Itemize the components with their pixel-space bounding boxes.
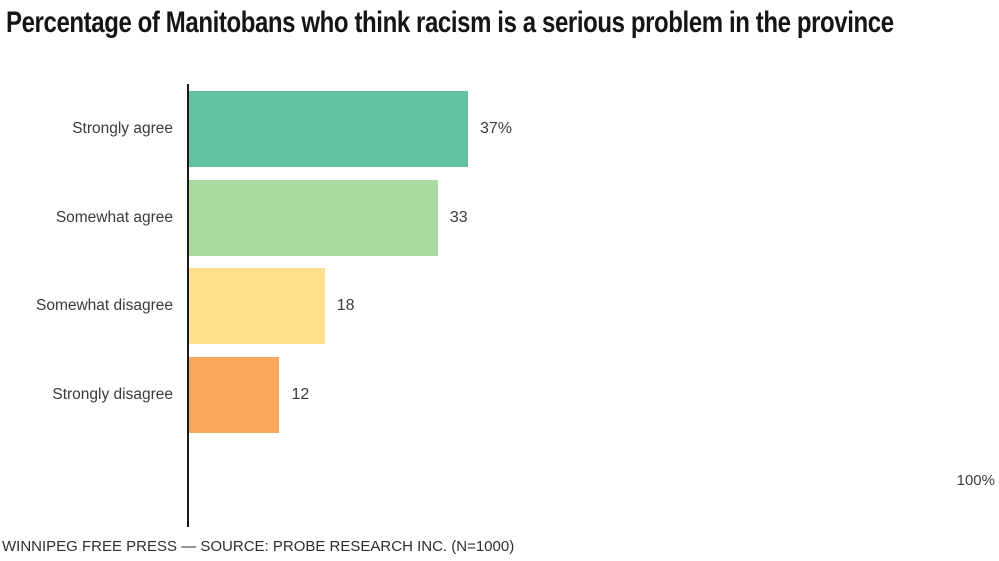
page-title: Percentage of Manitobans who think racis… <box>6 6 894 39</box>
category-label: Strongly agree <box>72 120 173 137</box>
x-axis-max-label: 100% <box>956 472 995 489</box>
category-label: Somewhat disagree <box>36 297 173 315</box>
bar-row: Somewhat agree 33 <box>0 179 999 256</box>
bar-chart: Strongly agree 37% Somewhat agree 33 Somewha… <box>0 91 999 446</box>
bar <box>189 179 438 256</box>
value-label: 33 <box>449 208 468 226</box>
value-label: 37% <box>479 120 512 137</box>
y-axis-line <box>187 84 189 527</box>
category-label: Somewhat agree <box>55 208 173 226</box>
bar-row: Strongly agree 37% <box>0 91 999 167</box>
bar <box>189 357 280 434</box>
category-label: Strongly disagree <box>52 386 173 404</box>
source-credit: WINNIPEG FREE PRESS — SOURCE: PROBE RESE… <box>2 538 515 555</box>
value-label: 12 <box>291 386 310 404</box>
bar-rows: Strongly agree 37% Somewhat agree 33 Somewha… <box>0 91 999 434</box>
bar <box>189 91 468 167</box>
value-label: 18 <box>336 297 355 315</box>
bar-row: Strongly disagree 12 <box>0 357 999 434</box>
bar-row: Somewhat disagree 18 <box>0 268 999 345</box>
bar <box>189 268 325 345</box>
